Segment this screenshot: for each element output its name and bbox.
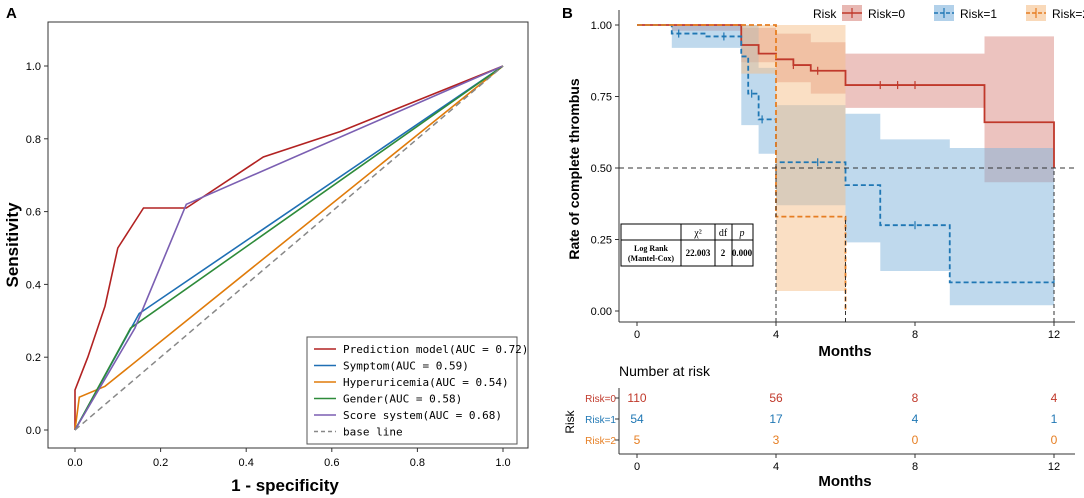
risk-row-label: Risk=2 <box>585 436 616 447</box>
km-curve-Risk=1 <box>637 24 1054 284</box>
risk-cell-value: 1 <box>1051 412 1058 426</box>
risk-row-label: Risk=1 <box>585 415 616 426</box>
risk-table-y-label: Risk <box>563 409 577 433</box>
risk-cell-value: 4 <box>912 412 919 426</box>
km-x-tick-label: 0 <box>634 329 640 341</box>
km-chart: Risk Risk=0 Risk=1 Risk=2 0 4 8 12 0.00 0.25 0.5… <box>566 5 1084 360</box>
roc-x-tick-label: 0.6 <box>324 457 339 469</box>
km-ci-band-Risk=2 <box>637 25 846 291</box>
risk-x-tick-label: 4 <box>773 461 779 473</box>
roc-legend-label: Symptom(AUC = 0.59) <box>343 360 469 373</box>
roc-series-line-5 <box>74 65 504 431</box>
risk-cell-value: 17 <box>769 412 783 426</box>
roc-x-tick-label: 0.8 <box>410 457 425 469</box>
km-legend-title: Risk <box>813 7 837 21</box>
table-df-value: 2 <box>721 248 726 258</box>
km-curve-Risk=0 <box>637 24 1055 168</box>
risk-cell-value: 3 <box>773 433 780 447</box>
roc-legend-label: Score system(AUC = 0.68) <box>343 409 502 422</box>
km-y-axis-label: Rate of complete thrombus <box>566 78 582 259</box>
risk-cell-value: 8 <box>912 391 919 405</box>
roc-y-tick-label: 0.8 <box>26 134 41 146</box>
panel-label-a: A <box>6 5 17 22</box>
km-legend-label: Risk=1 <box>960 7 997 21</box>
km-x-axis-label: Months <box>818 343 871 360</box>
risk-cell-value: 0 <box>1051 433 1058 447</box>
panel-label-b: B <box>562 5 573 22</box>
risk-x-tick-label: 12 <box>1048 461 1060 473</box>
roc-legend: Prediction model(AUC = 0.72) Symptom(AUC … <box>306 336 528 445</box>
risk-x-tick-label: 0 <box>634 461 640 473</box>
risk-cell-value: 0 <box>912 433 919 447</box>
table-header-chi2: χ² <box>693 228 701 239</box>
roc-series-line-2 <box>74 65 504 431</box>
table-chi2-value: 22.003 <box>686 248 711 258</box>
number-at-risk-table: Number at risk Risk Months Risk=0 110 56 8 4… <box>563 363 1075 490</box>
roc-series-line-4 <box>74 65 504 431</box>
roc-y-tick-label: 0.0 <box>26 425 41 437</box>
log-rank-table-frame <box>620 223 754 267</box>
roc-y-axis-label: Sensitivity <box>3 202 22 288</box>
roc-y-tick-label: 1.0 <box>26 61 41 73</box>
km-legend: Risk Risk=0 Risk=1 Risk=2 <box>813 5 1084 21</box>
km-y-tick-label: 0.50 <box>591 163 612 175</box>
risk-table-x-label: Months <box>818 473 871 490</box>
km-legend-label: Risk=0 <box>868 7 905 21</box>
km-x-tick-label: 12 <box>1048 329 1060 341</box>
roc-x-axis-label: 1 - specificity <box>231 476 339 495</box>
roc-x-tick-label: 0.4 <box>239 457 254 469</box>
roc-series-line-0 <box>74 65 504 430</box>
roc-y-tick-label: 0.2 <box>26 352 41 364</box>
risk-x-tick-label: 8 <box>912 461 918 473</box>
roc-series-line-3 <box>74 65 504 431</box>
roc-x-tick-label: 0.2 <box>153 457 168 469</box>
km-y-tick-label: 0.75 <box>591 92 612 104</box>
km-legend-label: Risk=2 <box>1052 7 1084 21</box>
risk-cell-value: 54 <box>630 412 644 426</box>
roc-chart: 0.0 0.2 0.4 0.6 0.8 1.0 0.0 0.2 0.4 0.6 0.8 1.0 1 -… <box>3 21 529 495</box>
roc-legend-label: base line <box>343 426 403 439</box>
risk-table-title: Number at risk <box>619 363 711 379</box>
km-y-tick-label: 1.00 <box>591 20 612 32</box>
risk-cell-value: 4 <box>1051 391 1058 405</box>
log-rank-table: χ² df p Log Rank (Mantel-Cox) 22.003 2 0… <box>620 223 754 267</box>
roc-legend-label: Gender(AUC = 0.58) <box>343 393 462 406</box>
risk-row-label: Risk=0 <box>585 394 616 405</box>
risk-cell-value: 5 <box>634 433 641 447</box>
roc-y-tick-label: 0.4 <box>26 279 41 291</box>
roc-legend-box <box>306 336 518 445</box>
risk-cell-value: 110 <box>627 391 646 405</box>
km-x-tick-label: 4 <box>773 329 779 341</box>
km-x-tick-label: 8 <box>912 329 918 341</box>
roc-legend-label: Hyperuricemia(AUC = 0.54) <box>343 376 509 389</box>
table-p-value: 0.000 <box>732 248 753 258</box>
roc-x-tick-label: 1.0 <box>495 457 510 469</box>
roc-legend-label: Prediction model(AUC = 0.72) <box>343 343 528 356</box>
table-row-label-2: (Mantel-Cox) <box>628 254 675 263</box>
table-row-label-1: Log Rank <box>634 244 669 253</box>
roc-y-tick-label: 0.6 <box>26 207 41 219</box>
risk-cell-value: 56 <box>769 391 783 405</box>
table-header-df: df <box>719 228 728 239</box>
roc-x-tick-label: 0.0 <box>67 457 82 469</box>
table-header-p: p <box>739 228 745 239</box>
km-y-tick-label: 0.25 <box>591 235 612 247</box>
km-y-tick-label: 0.00 <box>591 306 612 318</box>
